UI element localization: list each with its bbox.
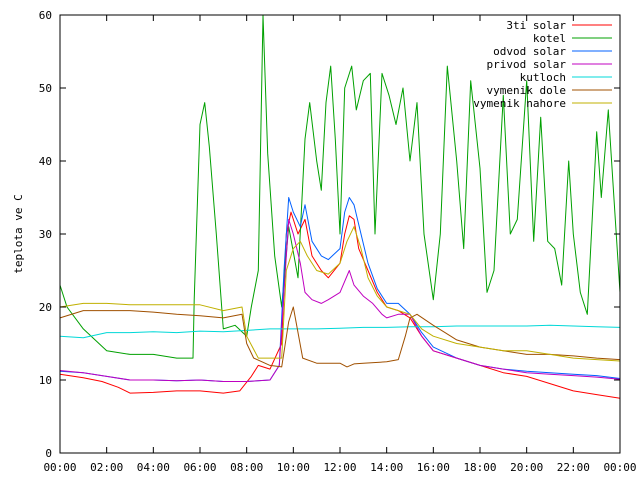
legend-label-0: 3ti solar: [506, 19, 566, 32]
y-tick-label: 20: [39, 301, 52, 314]
x-tick-label: 00:00: [603, 461, 636, 474]
x-tick-label: 00:00: [43, 461, 76, 474]
legend-label-2: odvod solar: [493, 45, 566, 58]
y-tick-label: 10: [39, 374, 52, 387]
y-tick-label: 30: [39, 228, 52, 241]
legend-label-4: kutloch: [520, 71, 566, 84]
series-line-3: [59, 218, 621, 382]
y-axis-label: teplota ve C: [12, 194, 25, 273]
legend-label-5: vymenik dole: [487, 84, 566, 97]
tick-layer: 00:00 02:00 04:00 06:00 08:00 10:00 12:00 14:00…: [39, 9, 637, 474]
x-tick-label: 14:00: [370, 461, 403, 474]
y-tick-label: 60: [39, 9, 52, 22]
series-line-4: [59, 324, 621, 339]
x-tick-label: 08:00: [230, 461, 263, 474]
x-tick-label: 16:00: [417, 461, 450, 474]
legend-label-1: kotel: [533, 32, 566, 45]
series-layer: [59, 14, 621, 399]
x-tick-label: 10:00: [277, 461, 310, 474]
x-tick-label: 06:00: [183, 461, 216, 474]
series-line-6: [59, 226, 621, 362]
y-tick-label: 40: [39, 155, 52, 168]
y-tick-label: 0: [45, 447, 52, 460]
x-tick-label: 04:00: [137, 461, 170, 474]
x-tick-label: 20:00: [510, 461, 543, 474]
x-tick-label: 22:00: [557, 461, 590, 474]
x-tick-label: 12:00: [323, 461, 356, 474]
x-tick-label: 02:00: [90, 461, 123, 474]
legend-label-6: vymenik nahore: [473, 97, 566, 110]
y-tick-label: 50: [39, 82, 52, 95]
x-tick-label: 18:00: [463, 461, 496, 474]
series-line-1: [59, 14, 621, 359]
legend-label-3: privod solar: [487, 58, 567, 71]
